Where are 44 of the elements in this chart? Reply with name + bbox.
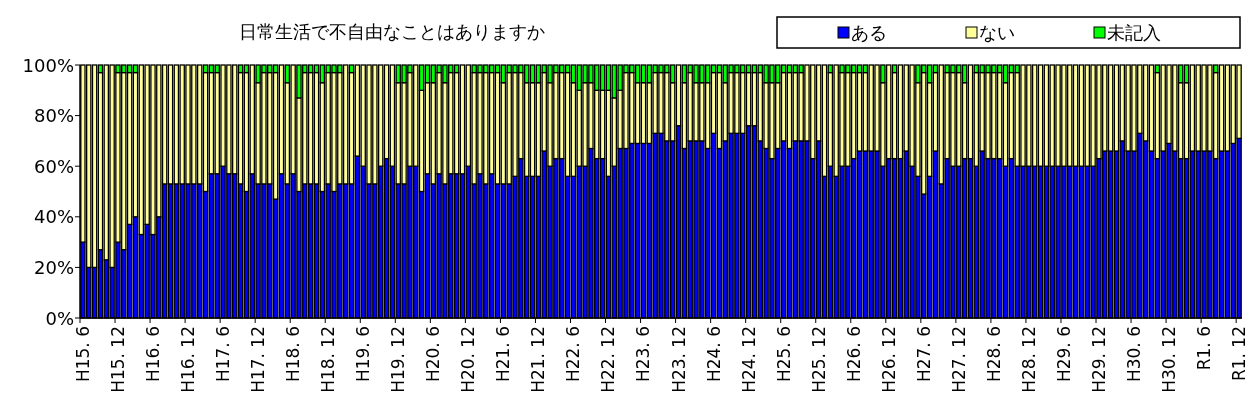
y-tick-label: 0% xyxy=(45,307,74,329)
y-tick-label: 100% xyxy=(22,54,74,76)
x-tick-label: H27. 12 xyxy=(948,326,969,393)
x-tick-label: R1. 6 xyxy=(1194,326,1215,371)
x-tick-label: H25. 12 xyxy=(808,326,829,393)
x-tick-label: H24. 6 xyxy=(703,326,724,383)
x-tick-label: H23. 12 xyxy=(668,326,689,393)
x-tick-label: H23. 6 xyxy=(633,326,654,383)
x-tick-label: H21. 12 xyxy=(528,326,549,393)
x-tick-label: H20. 6 xyxy=(423,326,444,383)
x-tick-label: H17. 6 xyxy=(213,326,234,383)
y-tick-label: 40% xyxy=(33,206,74,228)
x-tick-label: H15. 12 xyxy=(107,326,128,393)
x-tick-label: H18. 12 xyxy=(318,326,339,393)
y-tick-label: 60% xyxy=(33,155,74,177)
x-tick-label: H24. 12 xyxy=(738,326,759,393)
legend-label: ない xyxy=(979,22,1015,43)
x-tick-label: H16. 12 xyxy=(178,326,199,393)
x-tick-label: H27. 6 xyxy=(913,326,934,383)
x-tick-label: H19. 6 xyxy=(353,326,374,383)
x-tick-label: H25. 6 xyxy=(773,326,794,383)
x-tick-label: H15. 6 xyxy=(72,326,93,383)
x-tick-label: H17. 12 xyxy=(248,326,269,393)
legend-label: 未記入 xyxy=(1107,22,1161,43)
x-tick-label: H28. 6 xyxy=(983,326,1004,383)
x-tick-label: H19. 12 xyxy=(388,326,409,393)
x-tick-label: H26. 6 xyxy=(843,326,864,383)
x-tick-label: H18. 6 xyxy=(283,326,304,383)
x-tick-label: H28. 12 xyxy=(1018,326,1039,393)
y-tick-label: 20% xyxy=(33,256,74,278)
x-tick-label: H21. 6 xyxy=(493,326,514,383)
x-tick-label: H22. 6 xyxy=(563,326,584,383)
x-tick-label: H16. 6 xyxy=(142,326,163,383)
x-tick-label: R1. 12 xyxy=(1229,326,1247,382)
legend-label: ある xyxy=(851,22,887,43)
x-tick-label: H29. 6 xyxy=(1053,326,1074,383)
chart-title: 日常生活で不自由なことはありますか xyxy=(239,21,545,42)
x-tick-label: H29. 12 xyxy=(1088,326,1109,393)
x-tick-label: H22. 12 xyxy=(598,326,619,393)
x-tick-label: H30. 12 xyxy=(1159,326,1180,393)
x-tick-label: H30. 6 xyxy=(1123,326,1144,383)
y-tick-label: 80% xyxy=(33,105,74,127)
x-tick-label: H26. 12 xyxy=(878,326,899,393)
x-tick-label: H20. 12 xyxy=(458,326,479,393)
